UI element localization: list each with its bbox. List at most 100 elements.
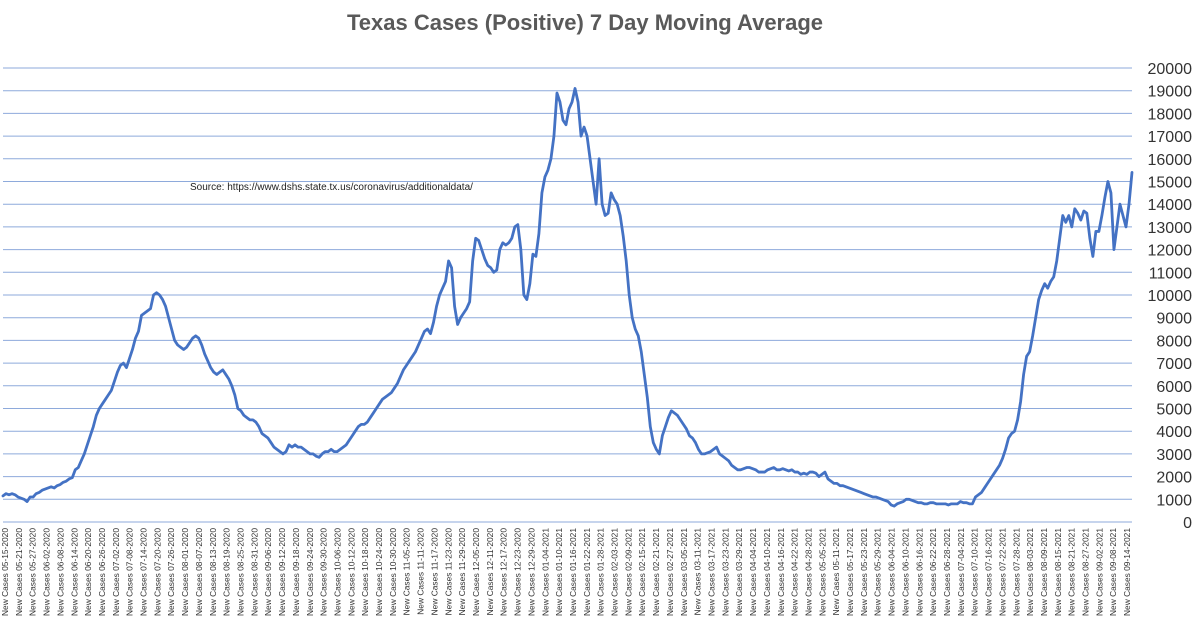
x-tick-label: New Cases 09-24-2020	[305, 528, 315, 616]
x-tick-label: New Cases 09-30-2020	[319, 528, 329, 616]
x-tick-label: New Cases 05-17-2021	[845, 528, 855, 616]
x-tick-label: New Cases 07-02-2020	[111, 528, 121, 616]
x-tick-label: New Cases 02-21-2021	[651, 528, 661, 616]
gridlines	[3, 67, 1132, 523]
x-tick-label: New Cases 08-03-2021	[1025, 528, 1035, 616]
x-tick-label: New Cases 09-02-2021	[1094, 528, 1104, 616]
x-tick-label: New Cases 12-11-2020	[485, 528, 495, 616]
x-tick-label: New Cases 08-07-2020	[194, 528, 204, 616]
y-tick-label: 15000	[1148, 175, 1193, 192]
x-tick-label: New Cases 07-28-2021	[1011, 528, 1021, 616]
x-tick-label: New Cases 03-05-2021	[679, 528, 689, 616]
x-tick-label: New Cases 10-18-2020	[360, 528, 370, 616]
x-tick-label: New Cases 06-20-2020	[83, 528, 93, 616]
x-tick-label: New Cases 03-23-2021	[720, 528, 730, 616]
x-tick-label: New Cases 08-15-2021	[1053, 528, 1063, 616]
x-tick-label: New Cases 02-27-2021	[665, 528, 675, 616]
x-tick-label: New Cases 03-29-2021	[734, 528, 744, 616]
x-tick-label: New Cases 01-28-2021	[596, 528, 606, 616]
x-tick-label: New Cases 02-15-2021	[637, 528, 647, 616]
x-tick-label: New Cases 06-04-2021	[887, 528, 897, 616]
x-tick-label: New Cases 05-29-2021	[873, 528, 883, 616]
x-tick-label: New Cases 11-05-2020	[402, 528, 412, 616]
x-tick-label: New Cases 12-05-2020	[471, 528, 481, 616]
x-tick-label: New Cases 08-27-2021	[1081, 528, 1091, 616]
x-tick-label: New Cases 05-11-2021	[831, 528, 841, 616]
y-tick-label: 10000	[1148, 288, 1193, 305]
source-annotation: Source: https://www.dshs.state.tx.us/cor…	[190, 182, 473, 193]
x-tick-label: New Cases 08-31-2020	[249, 528, 259, 616]
x-tick-label: New Cases 06-08-2020	[55, 528, 65, 616]
x-tick-label: New Cases 07-16-2021	[984, 528, 994, 616]
x-tick-label: New Cases 05-21-2020	[14, 528, 24, 616]
x-tick-label: New Cases 04-10-2021	[762, 528, 772, 616]
y-tick-label: 19000	[1148, 84, 1193, 101]
chart-title: Texas Cases (Positive) 7 Day Moving Aver…	[347, 10, 823, 35]
y-tick-label: 1000	[1156, 492, 1192, 509]
x-tick-label: New Cases 07-08-2020	[125, 528, 135, 616]
x-tick-label: New Cases 04-28-2021	[804, 528, 814, 616]
x-axis: New Cases 05-15-2020 New Cases 05-21-2020…	[0, 528, 1132, 616]
x-tick-label: New Cases 08-19-2020	[222, 528, 232, 616]
y-tick-label: 20000	[1148, 61, 1193, 78]
y-axis: 0 1000 2000 3000 4000 5000 6000 7000 8000 9000 100…	[1148, 61, 1193, 532]
x-tick-label: New Cases 12-17-2020	[499, 528, 509, 616]
x-tick-label: New Cases 06-14-2020	[69, 528, 79, 616]
x-tick-label: New Cases 07-20-2020	[152, 528, 162, 616]
x-tick-label: New Cases 05-15-2020	[0, 528, 10, 616]
x-tick-label: New Cases 02-03-2021	[610, 528, 620, 616]
x-tick-label: New Cases 08-25-2020	[236, 528, 246, 616]
x-tick-label: New Cases 05-05-2021	[817, 528, 827, 616]
x-tick-label: New Cases 08-13-2020	[208, 528, 218, 616]
x-tick-label: New Cases 02-09-2021	[623, 528, 633, 616]
x-tick-label: New Cases 08-01-2020	[180, 528, 190, 616]
x-tick-label: New Cases 12-29-2020	[526, 528, 536, 616]
x-tick-label: New Cases 10-24-2020	[374, 528, 384, 616]
x-tick-label: New Cases 07-22-2021	[997, 528, 1007, 616]
series-line-7-day-moving-average	[1, 87, 1134, 508]
x-tick-label: New Cases 07-26-2020	[166, 528, 176, 616]
x-tick-label: New Cases 03-17-2021	[707, 528, 717, 616]
x-tick-label: New Cases 10-12-2020	[346, 528, 356, 616]
x-tick-label: New Cases 05-27-2020	[28, 528, 38, 616]
x-tick-label: New Cases 08-21-2021	[1067, 528, 1077, 616]
x-tick-label: New Cases 01-10-2021	[554, 528, 564, 616]
y-tick-label: 6000	[1156, 379, 1192, 396]
x-tick-label: New Cases 06-10-2021	[900, 528, 910, 616]
x-tick-label: New Cases 04-04-2021	[748, 528, 758, 616]
x-tick-label: New Cases 01-04-2021	[540, 528, 550, 616]
x-tick-label: New Cases 10-06-2020	[333, 528, 343, 616]
x-tick-label: New Cases 08-09-2021	[1039, 528, 1049, 616]
x-tick-label: New Cases 01-16-2021	[568, 528, 578, 616]
y-tick-label: 8000	[1156, 333, 1192, 350]
y-tick-label: 5000	[1156, 402, 1192, 419]
x-tick-label: New Cases 11-17-2020	[429, 528, 439, 616]
y-tick-label: 7000	[1156, 356, 1192, 373]
x-tick-label: New Cases 01-22-2021	[582, 528, 592, 616]
x-tick-label: New Cases 06-22-2021	[928, 528, 938, 616]
y-tick-label: 12000	[1148, 243, 1193, 260]
x-tick-label: New Cases 09-06-2020	[263, 528, 273, 616]
y-tick-label: 0	[1183, 515, 1192, 532]
x-tick-label: New Cases 10-30-2020	[388, 528, 398, 616]
y-tick-label: 2000	[1156, 470, 1192, 487]
x-tick-label: New Cases 09-14-2021	[1122, 528, 1132, 616]
y-tick-label: 11000	[1149, 265, 1192, 282]
x-tick-label: New Cases 04-22-2021	[790, 528, 800, 616]
x-tick-label: New Cases 09-18-2020	[291, 528, 301, 616]
y-tick-label: 4000	[1156, 424, 1192, 441]
y-tick-label: 14000	[1148, 197, 1193, 214]
x-tick-label: New Cases 03-11-2021	[693, 528, 703, 616]
x-tick-label: New Cases 12-23-2020	[513, 528, 523, 616]
y-tick-label: 17000	[1148, 129, 1193, 146]
y-tick-label: 13000	[1148, 220, 1193, 237]
x-tick-label: New Cases 06-28-2021	[942, 528, 952, 616]
x-tick-label: New Cases 07-10-2021	[970, 528, 980, 616]
x-tick-label: New Cases 07-14-2020	[139, 528, 149, 616]
x-tick-label: New Cases 11-23-2020	[443, 528, 453, 616]
y-tick-label: 18000	[1148, 106, 1193, 123]
x-tick-label: New Cases 09-12-2020	[277, 528, 287, 616]
x-tick-label: New Cases 04-16-2021	[776, 528, 786, 616]
y-tick-label: 16000	[1148, 152, 1193, 169]
